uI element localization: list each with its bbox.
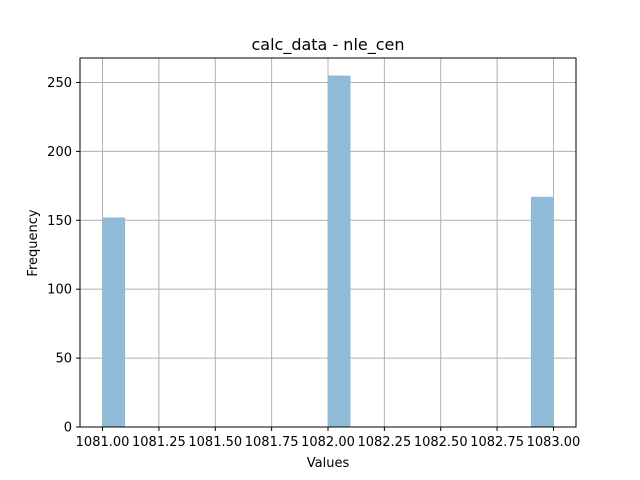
x-axis-label: Values [307, 456, 350, 471]
x-tick-label: 1082.00 [301, 435, 355, 450]
x-tick-label: 1081.50 [188, 435, 242, 450]
y-tick-label: 50 [55, 352, 72, 367]
x-tick-label: 1081.75 [245, 435, 299, 450]
x-tick-label: 1082.75 [470, 435, 524, 450]
y-axis-label: Frequency [26, 209, 41, 276]
chart-title: calc_data - nle_cen [251, 35, 404, 55]
histogram-bar [102, 217, 126, 427]
y-tick-label: 200 [47, 145, 72, 160]
y-tick-label: 100 [47, 283, 72, 298]
y-tick-label: 250 [47, 76, 72, 91]
histogram-bar [530, 196, 554, 427]
x-tick-label: 1082.25 [357, 435, 411, 450]
y-tick-label: 150 [47, 214, 72, 229]
x-tick-label: 1081.25 [132, 435, 186, 450]
x-tick-label: 1083.00 [527, 435, 581, 450]
y-tick-label: 0 [64, 421, 72, 436]
axis-ticks: 1081.00 1081.25 1081.50 1081.75 1082.00 1082.… [47, 76, 580, 450]
x-tick-label: 1081.00 [76, 435, 130, 450]
x-tick-label: 1082.50 [414, 435, 468, 450]
bars [102, 75, 554, 428]
histogram-bar [328, 75, 351, 428]
